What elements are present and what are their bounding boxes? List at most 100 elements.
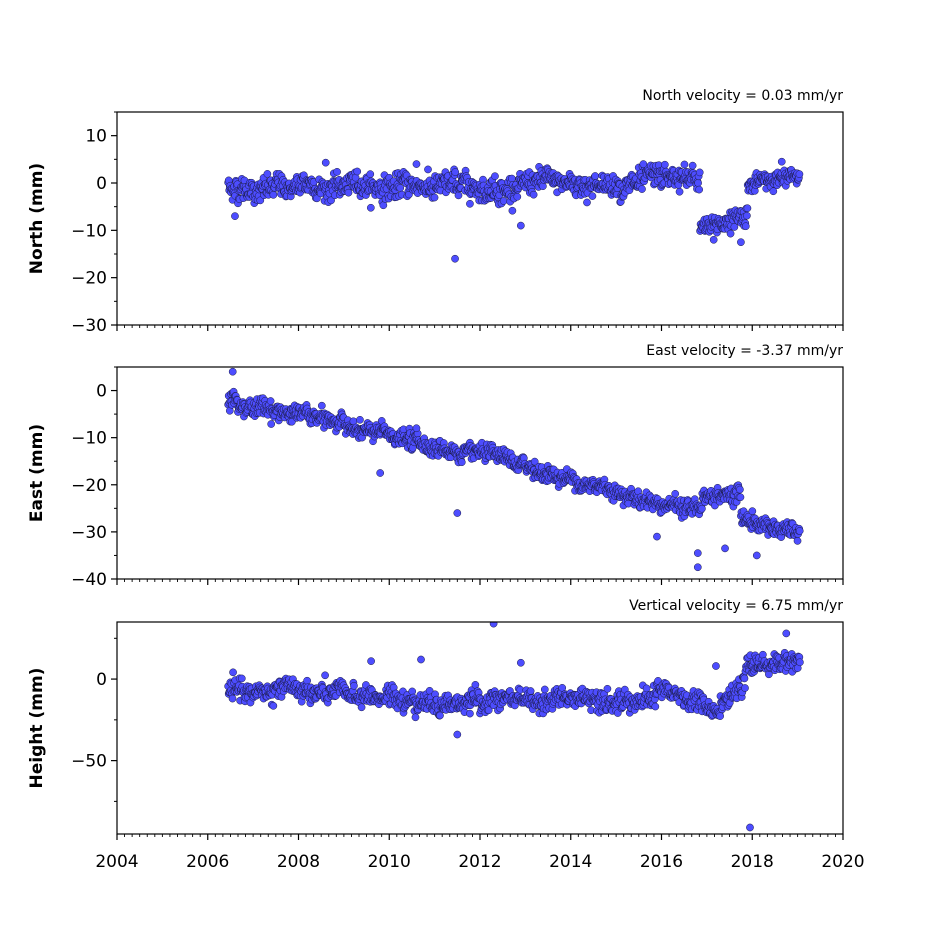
data-point — [516, 658, 525, 667]
data-point — [661, 160, 669, 169]
data-point — [357, 703, 366, 712]
data-point — [376, 469, 385, 477]
y-tick-label: −40 — [71, 570, 107, 590]
y-tick-label: −30 — [71, 523, 107, 543]
x-tick-label: 2016 — [640, 852, 683, 872]
data-point — [695, 168, 704, 177]
data-point — [651, 702, 660, 711]
data-point — [303, 676, 311, 685]
data-point — [540, 685, 549, 694]
panel-3-ylabel: Height (mm) — [27, 668, 47, 789]
panel-1-title: North velocity = 0.03 mm/yr — [642, 88, 843, 104]
data-point — [484, 706, 493, 715]
data-point — [430, 193, 439, 202]
data-point — [688, 161, 697, 170]
x-tick-label: 2012 — [458, 852, 501, 872]
data-point — [752, 551, 761, 560]
data-point — [231, 212, 239, 220]
y-tick-label: −20 — [71, 269, 107, 289]
data-point — [743, 204, 752, 213]
data-point — [424, 165, 432, 174]
data-point — [671, 489, 680, 498]
data-point — [228, 694, 237, 703]
y-tick-label: −10 — [71, 221, 107, 241]
data-point — [777, 157, 786, 166]
data-point — [740, 674, 749, 683]
data-point — [412, 160, 421, 168]
data-point — [639, 160, 648, 168]
data-point — [737, 238, 745, 247]
data-point — [795, 170, 804, 178]
data-point — [453, 730, 462, 739]
data-point — [321, 158, 330, 167]
panel-2-frame — [116, 366, 844, 580]
data-point — [726, 229, 735, 238]
data-point — [457, 458, 466, 467]
data-point — [396, 184, 405, 192]
data-point — [229, 668, 237, 677]
data-point — [730, 223, 739, 231]
panel-2-points — [224, 367, 804, 572]
data-point — [741, 684, 749, 692]
data-point — [499, 197, 508, 205]
data-point — [454, 191, 463, 200]
data-point — [694, 179, 702, 187]
panel-3-frame — [116, 621, 844, 835]
y-tick-label: 0 — [96, 382, 107, 402]
x-tick-label: 2004 — [95, 852, 138, 872]
data-point — [267, 420, 276, 428]
panel-1-points — [224, 157, 804, 263]
y-tick-label: 0 — [96, 670, 107, 690]
data-point — [317, 401, 326, 410]
data-point — [266, 397, 275, 405]
data-point — [695, 185, 704, 194]
panel-1-ylabel: North (mm) — [27, 163, 47, 274]
panel-2-title: East velocity = -3.37 mm/yr — [646, 343, 843, 359]
data-point — [451, 168, 460, 176]
data-point — [466, 199, 474, 208]
data-point — [529, 190, 538, 199]
data-point — [256, 196, 265, 205]
data-point — [795, 527, 804, 535]
data-point — [269, 701, 278, 710]
data-point — [228, 367, 237, 376]
data-point — [508, 174, 516, 183]
data-point — [588, 192, 597, 200]
data-point — [451, 254, 459, 263]
data-point — [353, 167, 362, 176]
data-point — [513, 192, 522, 201]
data-point — [769, 187, 778, 196]
data-point — [466, 709, 474, 718]
y-tick-label: −30 — [71, 316, 107, 336]
data-point — [356, 415, 364, 424]
data-point — [269, 191, 278, 199]
x-tick-label: 2008 — [277, 852, 320, 872]
data-point — [237, 674, 246, 683]
y-tick-label: −10 — [71, 429, 107, 449]
data-point — [367, 657, 375, 665]
y-tick-label: −20 — [71, 476, 107, 496]
data-point — [350, 681, 358, 690]
data-point — [642, 684, 651, 693]
data-point — [748, 507, 757, 515]
data-point — [453, 509, 462, 517]
data-point — [693, 563, 702, 572]
data-point — [698, 504, 706, 513]
data-point — [796, 658, 804, 667]
data-point — [411, 713, 420, 722]
panel-2-ylabel: East (mm) — [27, 424, 47, 522]
data-point — [693, 549, 702, 557]
x-tick-label: 2018 — [731, 852, 774, 872]
data-point — [793, 537, 802, 545]
data-point — [530, 457, 539, 466]
data-point — [746, 823, 754, 832]
data-point — [327, 196, 335, 205]
data-point — [344, 188, 353, 197]
data-point — [712, 662, 720, 670]
data-point — [366, 170, 375, 178]
data-point — [638, 185, 646, 193]
data-point — [417, 655, 425, 664]
data-point — [653, 532, 661, 541]
data-point — [366, 203, 375, 212]
